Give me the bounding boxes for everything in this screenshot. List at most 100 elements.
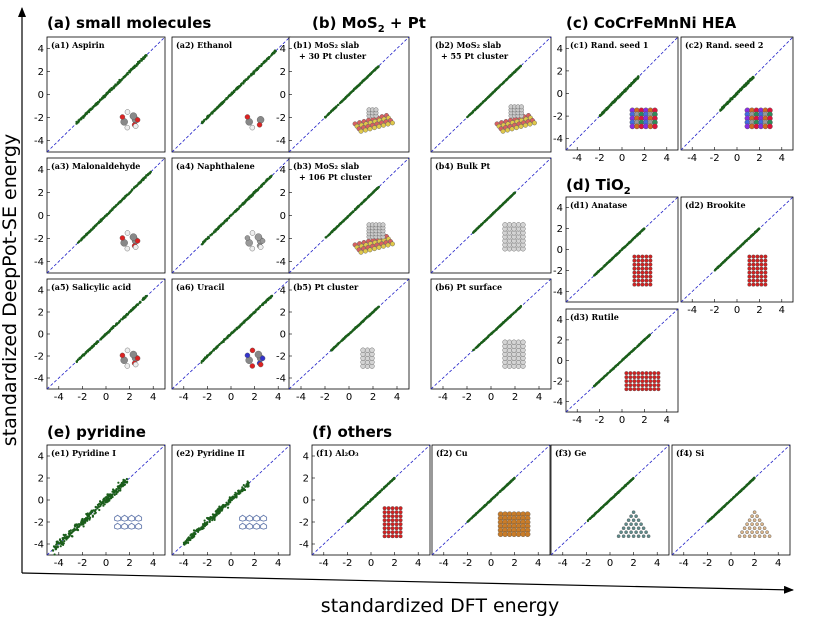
data-point bbox=[364, 198, 367, 202]
data-point bbox=[93, 512, 96, 515]
y-tick-label: 2 bbox=[280, 308, 286, 319]
panel-subtitle-b1: + 30 Pt cluster bbox=[299, 51, 367, 61]
y-tick-label: 4 bbox=[280, 165, 286, 176]
data-point bbox=[631, 238, 634, 241]
data-point bbox=[123, 483, 127, 486]
y-tick-label: 0 bbox=[280, 90, 286, 101]
data-point bbox=[81, 353, 84, 356]
data-point bbox=[228, 94, 231, 97]
data-point bbox=[117, 481, 120, 484]
data-point bbox=[647, 334, 651, 338]
data-point bbox=[117, 321, 120, 324]
data-point bbox=[218, 343, 221, 346]
data-point bbox=[231, 331, 234, 334]
series-a3 bbox=[76, 170, 152, 244]
x-tick-label: 0 bbox=[734, 153, 740, 164]
data-point bbox=[643, 227, 646, 230]
x-tick-label: 4 bbox=[394, 392, 400, 403]
data-point bbox=[113, 493, 116, 496]
data-point bbox=[256, 307, 259, 310]
data-point bbox=[740, 243, 743, 247]
data-point bbox=[501, 322, 505, 325]
data-point bbox=[78, 118, 81, 122]
data-point bbox=[244, 319, 247, 322]
data-point bbox=[200, 243, 204, 246]
data-point bbox=[328, 233, 331, 236]
data-point bbox=[744, 240, 747, 243]
y-tick-label: 0 bbox=[38, 330, 44, 341]
y-tick-label: -2 bbox=[276, 352, 286, 363]
data-point bbox=[64, 533, 67, 536]
data-point bbox=[260, 184, 263, 187]
data-point bbox=[137, 182, 140, 185]
data-point bbox=[480, 102, 483, 105]
data-point bbox=[472, 110, 475, 113]
data-point bbox=[85, 512, 88, 516]
data-point bbox=[80, 118, 83, 121]
data-point bbox=[341, 338, 344, 342]
data-point bbox=[238, 205, 241, 208]
data-point bbox=[235, 328, 238, 331]
y-tick-label: 4 bbox=[557, 203, 563, 214]
section-title-d-main: (d) TiO bbox=[566, 176, 624, 194]
x-axis-title: standardized DFT energy bbox=[321, 595, 559, 617]
data-point bbox=[139, 180, 142, 183]
section-title-e: (e) pyridine bbox=[47, 423, 146, 441]
data-point bbox=[80, 116, 84, 119]
x-tick-label: 2 bbox=[756, 305, 762, 316]
data-point bbox=[121, 485, 124, 488]
x-tick-label: -4 bbox=[179, 392, 189, 403]
x-tick-label: 4 bbox=[779, 305, 785, 316]
data-point bbox=[240, 322, 244, 325]
data-point bbox=[473, 229, 477, 232]
data-point bbox=[123, 315, 126, 318]
data-point bbox=[106, 493, 109, 496]
x-tick-label: -2 bbox=[202, 392, 212, 403]
data-point bbox=[730, 97, 734, 100]
data-point bbox=[507, 75, 511, 78]
data-point bbox=[262, 302, 265, 305]
data-point bbox=[519, 305, 522, 308]
panel-title-c1: (c1) Rand. seed 1 bbox=[570, 40, 648, 50]
data-point bbox=[361, 320, 364, 323]
data-point bbox=[615, 364, 618, 367]
y-tick-label: 2 bbox=[38, 188, 44, 199]
data-point bbox=[350, 331, 353, 334]
data-point bbox=[202, 240, 205, 243]
x-tick-label: 0 bbox=[103, 392, 109, 403]
data-point bbox=[136, 60, 140, 64]
data-point bbox=[338, 341, 341, 344]
data-point bbox=[342, 219, 345, 222]
x-tick-label: -4 bbox=[296, 392, 306, 403]
y-tick-label: 0 bbox=[557, 356, 563, 367]
data-point bbox=[228, 334, 231, 337]
data-point bbox=[479, 224, 482, 227]
inset-malonaldehyde-molecule bbox=[119, 230, 141, 252]
data-point bbox=[103, 503, 106, 506]
data-point bbox=[124, 480, 127, 483]
data-point bbox=[105, 500, 108, 503]
y-tick-label: 4 bbox=[557, 44, 563, 55]
data-point bbox=[118, 484, 121, 488]
y-tick-label: -2 bbox=[34, 113, 44, 124]
x-tick-label: -4 bbox=[54, 392, 64, 403]
data-point bbox=[616, 252, 619, 256]
data-point bbox=[486, 96, 490, 99]
data-point bbox=[218, 224, 221, 228]
data-point bbox=[105, 93, 108, 96]
data-point bbox=[68, 533, 71, 537]
data-point bbox=[498, 85, 501, 88]
data-point bbox=[75, 122, 78, 125]
data-point bbox=[112, 207, 115, 210]
data-point bbox=[502, 202, 505, 205]
data-point bbox=[96, 102, 99, 105]
data-point bbox=[75, 523, 79, 527]
data-point bbox=[216, 105, 219, 109]
y-tick-label: 2 bbox=[38, 308, 44, 319]
data-point bbox=[73, 529, 76, 532]
x-tick-label: 2 bbox=[126, 558, 132, 569]
data-point bbox=[247, 198, 250, 201]
